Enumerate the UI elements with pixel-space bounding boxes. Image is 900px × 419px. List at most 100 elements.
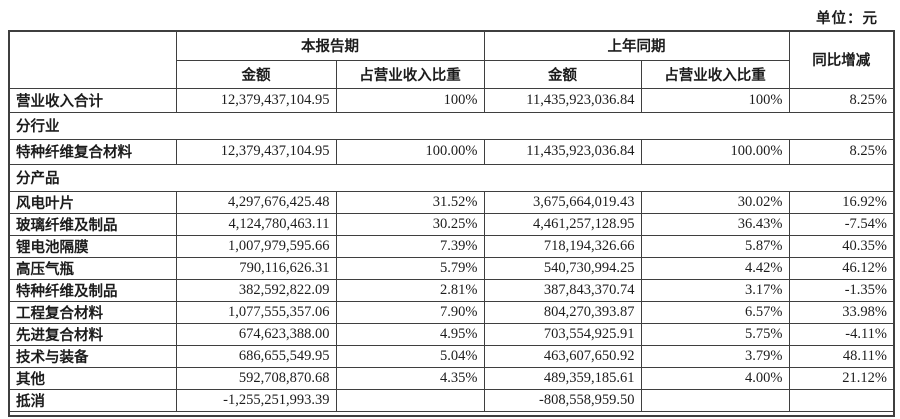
row-label: 玻璃纤维及制品 [8, 212, 177, 236]
prior-amount-cell: 3,675,664,019.43 [483, 190, 642, 214]
table-row: 特种纤维复合材料 12,379,437,104.95 100.00% 11,43… [8, 138, 895, 165]
section-row-by-industry: 分行业 [8, 111, 895, 140]
current-share-cell: 100% [335, 87, 485, 113]
header-row-subcolumns: 金额 占营业收入比重 金额 占营业收入比重 [9, 59, 894, 89]
current-amount-cell: 674,623,388.00 [175, 322, 337, 346]
table-row: 高压气瓶 790,116,626.31 5.79% 540,730,994.25… [8, 256, 895, 280]
revenue-breakdown-table: 本报告期 上年同期 同比增减 金额 占营业收入比重 金额 占营业收入比重 营业收… [8, 30, 895, 417]
prior-amount-cell: 703,554,925.91 [483, 322, 642, 346]
table-row: 风电叶片 4,297,676,425.48 31.52% 3,675,664,0… [8, 190, 895, 214]
header-current-period: 本报告期 [175, 30, 485, 61]
row-label: 锂电池隔膜 [8, 234, 177, 258]
current-share-cell: 2.81% [335, 278, 485, 302]
yoy-cell: 8.25% [788, 138, 895, 165]
table-row: 其他 592,708,870.68 4.35% 489,359,185.61 4… [8, 366, 895, 390]
yoy-cell: 33.98% [788, 300, 895, 324]
prior-share-cell [640, 388, 790, 412]
row-label: 高压气瓶 [8, 256, 177, 280]
prior-share-cell: 4.00% [640, 366, 790, 390]
current-share-cell: 5.79% [335, 256, 485, 280]
row-label: 先进复合材料 [8, 322, 177, 346]
table-row: 先进复合材料 674,623,388.00 4.95% 703,554,925.… [8, 322, 895, 346]
table-row: 特种纤维及制品 382,592,822.09 2.81% 387,843,370… [8, 278, 895, 302]
header-current-amount: 金额 [175, 59, 337, 89]
current-share-cell: 4.95% [335, 322, 485, 346]
prior-share-cell: 4.42% [640, 256, 790, 280]
current-share-cell: 4.35% [335, 366, 485, 390]
yoy-cell: 8.25% [788, 87, 895, 113]
current-share-cell: 100.00% [335, 138, 485, 165]
row-label: 技术与装备 [8, 344, 177, 368]
header-current-share: 占营业收入比重 [335, 59, 485, 89]
yoy-cell: 46.12% [788, 256, 895, 280]
current-amount-cell: 12,379,437,104.95 [175, 138, 337, 165]
row-label: 风电叶片 [8, 190, 177, 214]
prior-amount-cell: 489,359,185.61 [483, 366, 642, 390]
header-prior-amount: 金额 [483, 59, 642, 89]
current-amount-cell: 4,297,676,425.48 [175, 190, 337, 214]
table-row-total: 营业收入合计 12,379,437,104.95 100% 11,435,923… [8, 87, 895, 113]
table-row: 技术与装备 686,655,549.95 5.04% 463,607,650.9… [8, 344, 895, 368]
section-row-by-product: 分产品 [8, 163, 895, 192]
prior-amount-cell: 11,435,923,036.84 [483, 138, 642, 165]
current-amount-cell: 12,379,437,104.95 [175, 87, 337, 113]
prior-amount-cell: 4,461,257,128.95 [483, 212, 642, 236]
prior-share-cell: 36.43% [640, 212, 790, 236]
unit-label: 单位：元 [816, 11, 878, 27]
current-share-cell: 7.39% [335, 234, 485, 258]
header-row-groups: 本报告期 上年同期 同比增减 [8, 30, 895, 89]
yoy-cell: 16.92% [788, 190, 895, 214]
yoy-cell: 48.11% [788, 344, 895, 368]
row-label: 抵消 [8, 388, 177, 412]
current-amount-cell: 592,708,870.68 [175, 366, 337, 390]
prior-amount-cell: 804,270,393.87 [483, 300, 642, 324]
prior-amount-cell: 11,435,923,036.84 [483, 87, 642, 113]
current-amount-cell: 790,116,626.31 [175, 256, 337, 280]
yoy-cell: 40.35% [788, 234, 895, 258]
current-amount-cell: 4,124,780,463.11 [175, 212, 337, 236]
prior-share-cell: 3.17% [640, 278, 790, 302]
prior-amount-cell: 718,194,326.66 [483, 234, 642, 258]
row-label: 工程复合材料 [8, 300, 177, 324]
yoy-cell [788, 388, 895, 412]
current-share-cell [335, 388, 485, 412]
prior-amount-cell: 540,730,994.25 [483, 256, 642, 280]
header-corner-cell [8, 30, 177, 89]
current-share-cell: 7.90% [335, 300, 485, 324]
section-label: 分行业 [8, 111, 895, 140]
prior-amount-cell: 463,607,650.92 [483, 344, 642, 368]
table-row-elimination: 抵消 -1,255,251,993.39 -808,558,959.50 [8, 388, 895, 412]
prior-share-cell: 100% [640, 87, 790, 113]
current-share-cell: 31.52% [335, 190, 485, 214]
current-amount-cell: -1,255,251,993.39 [175, 388, 337, 412]
current-share-cell: 30.25% [335, 212, 485, 236]
yoy-cell: 21.12% [788, 366, 895, 390]
yoy-cell: -7.54% [788, 212, 895, 236]
section-label: 分产品 [8, 163, 895, 192]
prior-share-cell: 100.00% [640, 138, 790, 165]
partial-clipped-cell [8, 410, 895, 416]
yoy-cell: -1.35% [788, 278, 895, 302]
current-amount-cell: 686,655,549.95 [175, 344, 337, 368]
prior-amount-cell: 387,843,370.74 [483, 278, 642, 302]
prior-share-cell: 3.79% [640, 344, 790, 368]
table-row: 锂电池隔膜 1,007,979,595.66 7.39% 718,194,326… [8, 234, 895, 258]
row-label: 特种纤维及制品 [8, 278, 177, 302]
header-yoy-change: 同比增减 [788, 30, 895, 89]
row-label: 特种纤维复合材料 [8, 138, 177, 165]
prior-share-cell: 30.02% [640, 190, 790, 214]
prior-share-cell: 5.75% [640, 322, 790, 346]
table-row: 工程复合材料 1,077,555,357.06 7.90% 804,270,39… [8, 300, 895, 324]
header-prior-share: 占营业收入比重 [640, 59, 790, 89]
partial-clipped-row [8, 410, 895, 416]
current-amount-cell: 382,592,822.09 [175, 278, 337, 302]
current-share-cell: 5.04% [335, 344, 485, 368]
table-row: 玻璃纤维及制品 4,124,780,463.11 30.25% 4,461,25… [8, 212, 895, 236]
current-amount-cell: 1,007,979,595.66 [175, 234, 337, 258]
row-label: 其他 [8, 366, 177, 390]
prior-amount-cell: -808,558,959.50 [483, 388, 642, 412]
header-prior-period: 上年同期 [483, 30, 790, 61]
row-label: 营业收入合计 [8, 87, 177, 113]
yoy-cell: -4.11% [788, 322, 895, 346]
